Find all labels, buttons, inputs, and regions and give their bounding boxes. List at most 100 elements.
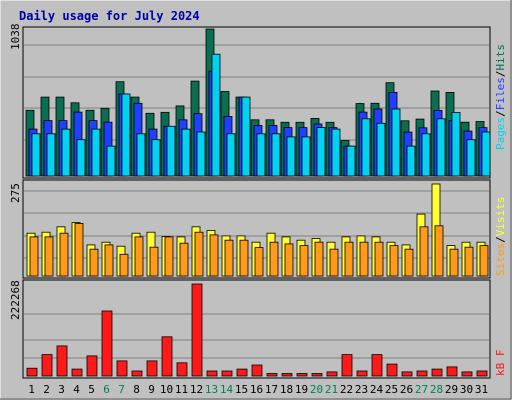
day-label-16: 16	[250, 383, 263, 396]
bar-sites-day-20	[314, 241, 324, 277]
bar-kb-day-4	[71, 368, 83, 377]
bar-kb-day-11	[176, 362, 188, 377]
bar-kb-day-31	[476, 370, 488, 377]
kbytes-bars	[26, 283, 488, 377]
bar-kb-day-7	[116, 360, 128, 377]
svg-text:Pages/Files/Hits: Pages/Files/Hits	[494, 44, 507, 150]
day-label-6: 6	[103, 383, 110, 396]
day-label-1: 1	[28, 383, 35, 396]
x-axis-day-labels: 1 2 3 4 5 6 7 8 9 10 11 12 13 14 15 16 17 18 19 20 21 22 23 24 2…	[28, 383, 488, 396]
bar-pages-day-27	[421, 133, 431, 177]
bar-pages-day-24	[376, 122, 386, 177]
bar-sites-day-14	[224, 239, 234, 277]
bar-pages-day-26	[406, 145, 416, 177]
bar-pages-day-28	[436, 118, 446, 177]
bar-pages-day-1	[31, 133, 41, 177]
day-label-22: 22	[340, 383, 353, 396]
day-label-9: 9	[148, 383, 155, 396]
bar-kb-day-12	[191, 283, 203, 377]
bar-sites-day-27	[419, 226, 429, 277]
bar-kb-day-9	[146, 360, 158, 377]
bar-pages-day-3	[61, 128, 71, 177]
day-label-29: 29	[445, 383, 458, 396]
bar-sites-day-19	[299, 245, 309, 277]
day-label-15: 15	[235, 383, 248, 396]
bar-pages-day-11	[181, 128, 191, 177]
bar-pages-day-9	[151, 139, 161, 177]
bar-kb-day-8	[131, 370, 143, 377]
bar-sites-day-15	[239, 239, 249, 277]
legend-kbytes: kB F	[494, 350, 507, 377]
bar-sites-day-13	[209, 234, 219, 277]
day-label-26: 26	[400, 383, 413, 396]
bar-pages-day-4	[76, 139, 86, 177]
bar-pages-day-8	[136, 133, 146, 177]
bar-pages-day-14	[226, 133, 236, 177]
day-label-11: 11	[175, 383, 188, 396]
bar-kb-day-28	[431, 368, 443, 377]
day-label-30: 30	[460, 383, 473, 396]
hits-max-label: 1038	[9, 24, 22, 51]
legend-files: Files	[494, 77, 507, 110]
bar-kb-day-10	[161, 336, 173, 377]
bar-sites-day-25	[389, 245, 399, 277]
bar-kb-day-18	[281, 373, 293, 377]
bar-sites-day-31	[479, 245, 489, 277]
day-label-12: 12	[190, 383, 203, 396]
bar-pages-day-31	[481, 131, 491, 177]
day-label-3: 3	[58, 383, 65, 396]
bar-sites-day-24	[374, 241, 384, 277]
bar-sites-day-22	[344, 241, 354, 277]
bar-kb-day-25	[386, 363, 398, 377]
legend-visits: Sites/Visits	[494, 197, 507, 277]
chart-title: Daily usage for July 2024	[19, 9, 200, 23]
bar-kb-day-30	[461, 371, 473, 377]
kbytes-max-label: 222268	[9, 280, 22, 320]
bar-sites-day-28	[434, 225, 444, 277]
bar-pages-day-19	[301, 136, 311, 177]
bar-pages-day-17	[271, 133, 281, 177]
bar-sites-day-2	[44, 236, 54, 277]
bar-kb-day-6	[101, 310, 113, 377]
day-label-23: 23	[355, 383, 368, 396]
bar-sites-day-6	[104, 244, 114, 277]
legend-sites: Sites	[494, 243, 507, 276]
bar-kb-day-23	[356, 370, 368, 377]
bar-pages-day-2	[46, 133, 56, 177]
day-label-13: 13	[205, 383, 218, 396]
bar-sites-day-11	[179, 242, 189, 277]
bar-pages-day-21	[331, 128, 341, 177]
bar-sites-day-17	[269, 241, 279, 277]
day-label-19: 19	[295, 383, 308, 396]
bar-sites-day-23	[359, 241, 369, 277]
bar-sites-day-5	[89, 248, 99, 277]
bar-kb-day-14	[221, 370, 233, 377]
day-label-21: 21	[325, 383, 338, 396]
day-label-14: 14	[220, 383, 234, 396]
bar-kb-day-5	[86, 355, 98, 377]
bar-kb-day-13	[206, 370, 218, 377]
bar-pages-day-25	[391, 108, 401, 177]
day-label-7: 7	[118, 383, 125, 396]
bar-pages-day-20	[316, 127, 326, 177]
bar-kb-day-3	[56, 345, 68, 377]
day-label-8: 8	[133, 383, 140, 396]
bar-sites-day-9	[149, 246, 159, 277]
bar-sites-day-30	[464, 246, 474, 277]
bar-kb-day-27	[416, 370, 428, 377]
day-label-28: 28	[430, 383, 443, 396]
bar-pages-day-23	[361, 118, 371, 177]
legend-visits-label: Visits	[494, 197, 507, 237]
bar-sites-day-8	[134, 236, 144, 277]
bar-kb-day-17	[266, 373, 278, 377]
legend-pages: Pages	[494, 117, 507, 150]
bar-sites-day-1	[29, 236, 39, 277]
bar-kb-day-24	[371, 354, 383, 377]
bar-kb-day-2	[41, 354, 53, 377]
bar-sites-day-16	[254, 247, 264, 277]
visits-max-label: 275	[9, 183, 22, 203]
bar-pages-day-5	[91, 128, 101, 177]
day-label-31: 31	[475, 383, 488, 396]
bar-pages-day-16	[256, 133, 266, 177]
